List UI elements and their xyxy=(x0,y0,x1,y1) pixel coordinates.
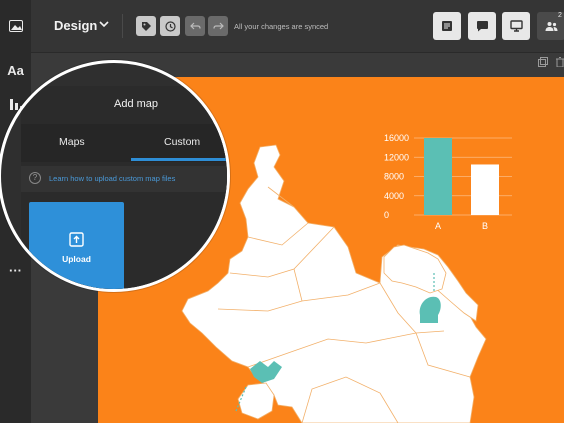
history-button[interactable] xyxy=(160,16,180,36)
bar-chart[interactable]: 16000 12000 8000 4000 0 A B xyxy=(384,133,512,231)
bar-a[interactable] xyxy=(424,138,452,215)
y-tick-label: 8000 xyxy=(384,172,404,182)
x-tick-label: B xyxy=(482,221,488,231)
panel-title: Add map xyxy=(113,98,159,110)
y-tick-label: 0 xyxy=(384,210,389,220)
x-tick-label: A xyxy=(435,221,441,231)
notes-button[interactable] xyxy=(433,12,461,40)
upload-label: Upload xyxy=(62,254,91,264)
redo-button[interactable] xyxy=(208,16,228,36)
map-tabs: Maps Custom xyxy=(21,124,227,162)
custom-map-shape[interactable] xyxy=(181,144,487,423)
bar-b[interactable] xyxy=(471,164,499,215)
map-markers[interactable] xyxy=(235,273,443,412)
tool-more[interactable]: ··· xyxy=(0,250,31,290)
comment-icon xyxy=(476,21,488,32)
collaborator-count: 2 xyxy=(558,12,562,19)
active-tab-indicator xyxy=(131,158,227,161)
comments-button[interactable] xyxy=(468,12,496,40)
zoom-lens: Add map Maps Custom ? Learn how to uploa… xyxy=(0,60,230,292)
y-tick-label: 16000 xyxy=(384,133,409,143)
map-graphic[interactable]: 16000 12000 8000 4000 0 A B xyxy=(98,77,564,423)
trash-icon[interactable] xyxy=(556,57,564,67)
tab-maps[interactable]: Maps xyxy=(59,136,85,148)
chevron-down-icon[interactable] xyxy=(99,20,109,28)
y-tick-label: 4000 xyxy=(384,191,404,201)
tag-button[interactable] xyxy=(136,16,156,36)
monitor-icon xyxy=(509,20,523,32)
upload-button[interactable]: Upload xyxy=(29,202,124,289)
redo-icon xyxy=(212,22,224,29)
y-tick-label: 12000 xyxy=(384,152,409,162)
undo-button[interactable] xyxy=(185,16,205,36)
notes-icon xyxy=(442,21,452,31)
users-icon xyxy=(545,21,557,31)
help-link[interactable]: Learn how to upload custom map files xyxy=(49,174,176,183)
help-icon: ? xyxy=(29,172,41,184)
duplicate-icon[interactable] xyxy=(538,57,548,67)
upload-icon xyxy=(69,232,84,247)
help-row: ? Learn how to upload custom map files xyxy=(21,166,227,192)
tool-photos[interactable] xyxy=(0,6,31,46)
undo-icon xyxy=(189,22,201,29)
top-toolbar: Design All your changes are synced 2 xyxy=(31,0,564,53)
clock-icon xyxy=(164,20,176,32)
more-icon: ··· xyxy=(9,262,22,278)
tab-custom[interactable]: Custom xyxy=(164,136,201,148)
share-button[interactable] xyxy=(537,12,564,40)
design-menu-label[interactable]: Design xyxy=(54,18,98,33)
person-head-icon xyxy=(419,296,441,323)
map-pin-marker xyxy=(250,361,282,383)
present-button[interactable] xyxy=(502,12,530,40)
tool-text[interactable]: Aa xyxy=(0,50,31,90)
image-icon xyxy=(8,20,23,32)
tag-icon xyxy=(141,21,151,31)
toolbar-divider xyxy=(122,14,123,38)
text-icon: Aa xyxy=(7,62,24,78)
sync-status: All your changes are synced xyxy=(234,22,329,31)
add-map-panel: Add map Maps Custom ? Learn how to uploa… xyxy=(21,86,227,289)
